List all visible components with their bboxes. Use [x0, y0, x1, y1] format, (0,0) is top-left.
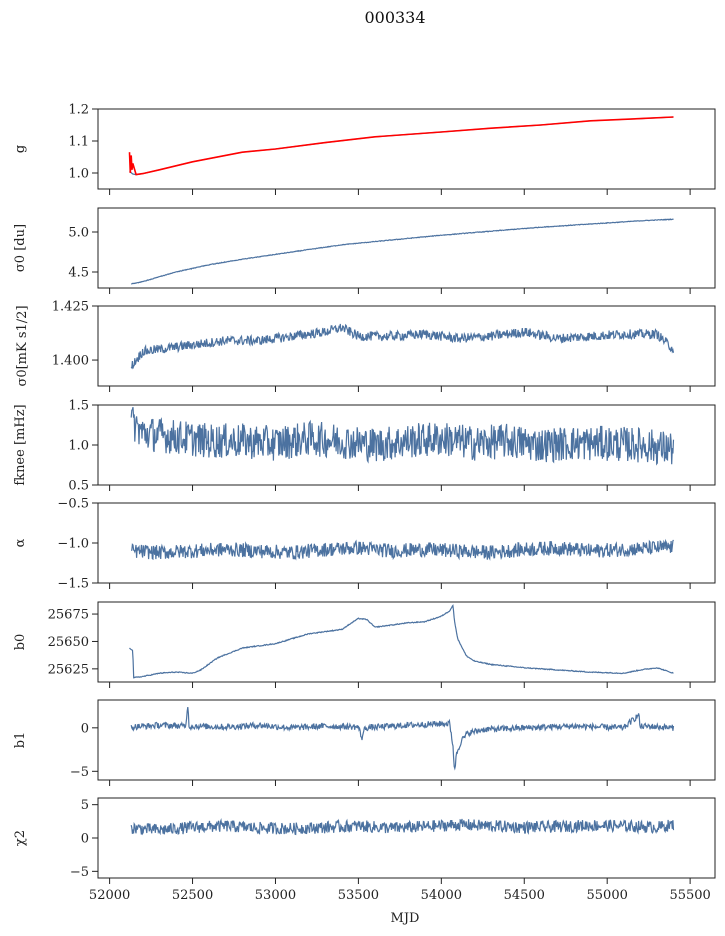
series-line-panel-5 [130, 538, 674, 561]
axes-frame [97, 502, 716, 584]
y-tick-label: 5.0 [68, 226, 89, 241]
y-tick-label: 25625 [48, 662, 89, 677]
x-tick-label: 52500 [172, 888, 213, 903]
panels: 1.0 1.1 1.2 g 4.5 5.0 σ0 [du] 1.400 1.425 σ0[mK s… [13, 103, 716, 903]
series-line-panel-1 [129, 116, 674, 176]
x-tick-label: 53000 [255, 888, 296, 903]
y-axis-label: fknee [mHz] [13, 404, 28, 485]
panel-7: −5 0 b1 [13, 699, 716, 786]
panel-6: 25625 25650 25675 b0 [13, 601, 716, 688]
y-axis-label: g [13, 145, 28, 153]
y-tick-label: 1.0 [68, 439, 89, 454]
series-line-panel-2 [131, 218, 674, 285]
y-axis-label: χ2 [13, 830, 28, 846]
x-tick-label: 53500 [338, 888, 379, 903]
x-tick-label: 52000 [89, 888, 130, 903]
series-line-panel-4 [130, 406, 675, 466]
y-tick-label: −1.0 [57, 537, 89, 552]
y-tick-label: 0 [81, 832, 89, 847]
y-tick-label: −1.5 [57, 577, 89, 592]
y-axis-label: b0 [13, 634, 28, 651]
panel-8: −5 0 5 52000 52500 53000 53500 54000 54500 55000 5… [13, 797, 716, 903]
x-tick-label: 55000 [587, 888, 628, 903]
x-tick-label: 54500 [504, 888, 545, 903]
y-tick-label: −5 [70, 765, 89, 780]
y-tick-label: 4.5 [68, 266, 89, 281]
y-tick-label: 0 [81, 721, 89, 736]
panel-1: 1.0 1.1 1.2 g [13, 103, 716, 195]
axes-frame [97, 601, 716, 683]
y-tick-label: 1.1 [68, 135, 89, 150]
x-axis-label: MJD [391, 911, 420, 926]
x-tick-label: 54000 [421, 888, 462, 903]
axes-frame [97, 797, 716, 879]
panel-5: −1.5 −1.0 −0.5 α [13, 497, 716, 592]
series-line-panel-7 [130, 707, 675, 771]
axes-frame [97, 207, 716, 289]
y-tick-label: −5 [70, 865, 89, 880]
figure-title: 000334 [364, 8, 425, 27]
y-axis-label: α [13, 538, 28, 547]
y-tick-label: 1.5 [68, 399, 89, 414]
y-tick-label: 5 [81, 798, 89, 813]
axes-frame [97, 108, 716, 190]
y-axis-label: σ0[mK s1/2] [15, 305, 30, 386]
y-tick-label: 1.2 [68, 103, 89, 118]
y-tick-label: 0.5 [68, 479, 89, 494]
axes-frame [97, 305, 716, 387]
y-axis-label: b1 [13, 732, 28, 749]
y-tick-label: 1.425 [52, 300, 89, 315]
series-line-panel-3 [130, 323, 675, 370]
overlay-series-line-panel-1 [128, 116, 674, 176]
panel-4: 0.5 1.0 1.5 fknee [mHz] [13, 399, 716, 494]
y-tick-label: 25675 [48, 608, 89, 623]
panel-2: 4.5 5.0 σ0 [du] [13, 207, 716, 294]
y-axis-label: σ0 [du] [13, 224, 28, 272]
x-tick-label: 55500 [669, 888, 710, 903]
y-tick-label: 1.400 [52, 354, 89, 369]
y-tick-label: 25650 [48, 635, 89, 650]
panel-3: 1.400 1.425 σ0[mK s1/2] [15, 300, 716, 392]
series-line-panel-8 [130, 817, 675, 836]
y-tick-label: −0.5 [57, 497, 89, 512]
y-tick-label: 1.0 [68, 167, 89, 182]
axes-frame [97, 699, 716, 781]
series-line-panel-6 [129, 604, 674, 679]
